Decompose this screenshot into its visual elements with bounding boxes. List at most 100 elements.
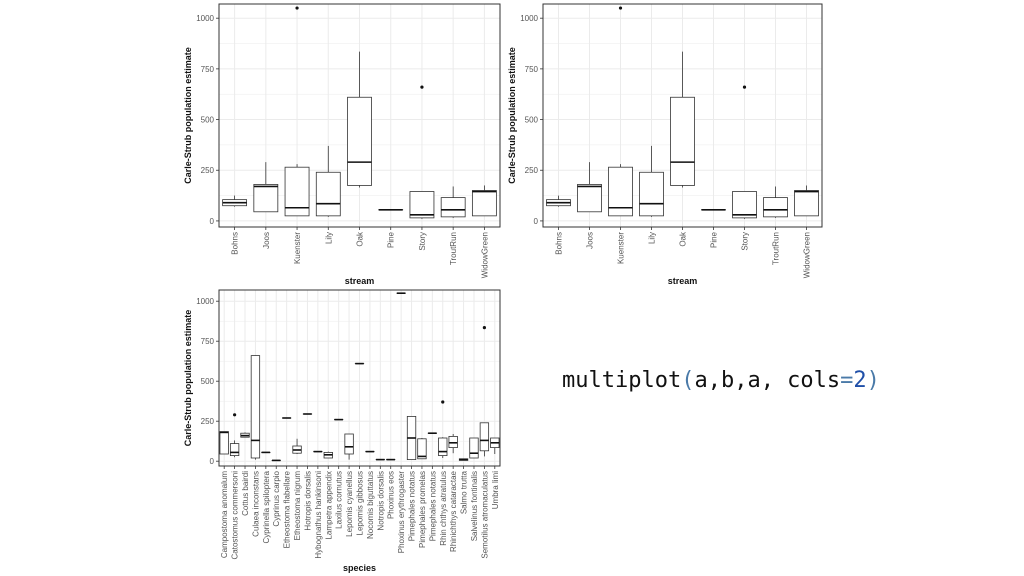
- x-tick-label: Cottus bairdi: [241, 471, 250, 516]
- x-tick-label: TroutRun: [772, 232, 781, 265]
- box-iqr: [608, 166, 633, 217]
- box-etheostoma-nigrum: [292, 438, 302, 454]
- x-tick-label: Lily: [324, 232, 333, 244]
- x-tick-label: Pimephales notatus: [408, 471, 417, 541]
- box-bohns: [222, 195, 248, 207]
- y-axis-label: Carle-Strub population estimate: [507, 47, 517, 184]
- outlier-point: [295, 6, 299, 10]
- x-tick-label: Campostoma anomalum: [220, 471, 229, 558]
- box-catostomus-commersoni: [229, 413, 240, 458]
- x-axis-label: stream: [345, 276, 375, 286]
- code-close-paren: ): [866, 368, 880, 393]
- box-iqr: [219, 431, 229, 455]
- box-troutrun: [440, 186, 466, 218]
- box-pimephales-notatus: [406, 415, 417, 460]
- x-tick-label: Pine: [387, 231, 396, 248]
- boxplot-chart-2: 0 250 500 750 1000 Bohns Joos Kuenster Lily Oak Pi…: [507, 3, 823, 286]
- y-tick-label: 1000: [520, 14, 538, 23]
- panel-border: [218, 289, 501, 467]
- box-joos: [577, 162, 602, 213]
- y-tick-label: 750: [201, 337, 215, 346]
- box-iqr: [440, 197, 466, 218]
- x-tick-label: Pimephales notatus: [428, 471, 437, 541]
- y-tick-label: 250: [201, 417, 215, 426]
- outlier-point: [618, 6, 623, 10]
- x-tick-label: Lepomis cyanellus: [345, 471, 354, 537]
- x-tick-label: Bohns: [555, 232, 564, 255]
- x-tick-label: Lepomis gibbosus: [356, 471, 365, 535]
- box-bohns: [546, 195, 571, 207]
- x-tick-label: Etheostoma flabellare: [283, 470, 292, 548]
- x-tick-label: Lily: [648, 232, 657, 244]
- box-lily: [639, 145, 664, 217]
- box-iqr: [763, 197, 788, 218]
- box-umbra-limi: [490, 437, 500, 454]
- x-tick-label: Story: [418, 232, 427, 251]
- box-campostoma-anomalum: [219, 431, 229, 455]
- x-tick-label: Joos: [262, 232, 271, 249]
- y-tick-label: 500: [525, 116, 539, 125]
- x-tick-label: Rhin chthys atratulus: [439, 471, 448, 546]
- x-tick-label: Nocomis biguttatus: [366, 471, 375, 539]
- x-tick-label: WidowGreen: [480, 232, 489, 278]
- y-tick-label: 750: [525, 65, 539, 74]
- box-rhin-chthys-atratulus: [438, 400, 448, 458]
- box-kuenster: [608, 6, 633, 217]
- x-tick-label: Oak: [679, 231, 688, 247]
- x-tick-label: Salmo trutta: [460, 470, 469, 514]
- box-lily: [315, 145, 341, 217]
- x-tick-label: Story: [741, 232, 750, 251]
- box-iqr: [479, 422, 490, 452]
- code-arguments: a,b,a, cols: [694, 368, 841, 393]
- box-iqr: [253, 184, 279, 213]
- x-tick-label: Lampetra appendix: [324, 471, 333, 540]
- x-tick-label: Salvelinus fontinalis: [470, 471, 479, 541]
- y-tick-label: 750: [201, 65, 215, 74]
- box-iqr: [670, 96, 695, 186]
- box-salvelinus-fontinalis: [469, 437, 479, 459]
- y-tick-label: 1000: [196, 297, 214, 306]
- x-tick-label: Semotilus atromaculatus: [480, 471, 489, 559]
- y-tick-label: 0: [210, 457, 215, 466]
- x-axis-label: species: [343, 563, 376, 573]
- y-tick-label: 500: [201, 377, 215, 386]
- outlier-point: [420, 85, 424, 89]
- boxplot-chart-1: 0 250 500 750 1000 Bohns Joos Kuenster Lily Oak Pi…: [183, 3, 501, 286]
- box-iqr: [315, 171, 341, 217]
- box-iqr: [284, 166, 310, 217]
- box-iqr: [409, 191, 435, 219]
- y-axis-label: Carle-Strub population estimate: [183, 310, 193, 447]
- x-tick-label: Cyprinus carpio: [272, 470, 281, 526]
- panel-border: [542, 3, 823, 228]
- x-tick-label: Hotropis dorsalis: [303, 471, 312, 531]
- box-iqr: [469, 437, 479, 459]
- y-tick-label: 1000: [196, 14, 214, 23]
- box-rhinichthys-cataractae: [448, 434, 458, 454]
- x-axis-label: stream: [668, 276, 698, 286]
- x-tick-label: Phoxinus erythrogaster: [397, 471, 406, 554]
- code-multiplot-call: multiplot(a,b,a, cols=2): [562, 368, 880, 393]
- x-tick-label: Cyprinella spiloptera: [262, 470, 271, 543]
- x-tick-label: Phoxinus eos: [387, 471, 396, 519]
- x-tick-label: Culaea inconstans: [251, 471, 260, 537]
- box-kuenster: [284, 6, 310, 217]
- y-tick-label: 0: [210, 217, 215, 226]
- box-iqr: [229, 443, 240, 457]
- outlier-point: [482, 326, 486, 330]
- panel-border: [218, 3, 501, 228]
- box-troutrun: [763, 186, 788, 218]
- box-oak: [670, 51, 695, 188]
- y-tick-label: 0: [534, 217, 539, 226]
- outlier-point: [742, 85, 747, 89]
- x-tick-label: Bohns: [231, 232, 240, 255]
- y-tick-label: 250: [525, 166, 539, 175]
- y-tick-label: 250: [201, 166, 215, 175]
- code-number: 2: [853, 368, 867, 393]
- x-tick-label: WidowGreen: [803, 232, 812, 278]
- box-salmo-trutta: [458, 458, 469, 461]
- x-tick-label: Umbra limi: [491, 471, 500, 509]
- box-story: [732, 85, 757, 219]
- box-iqr: [417, 438, 427, 460]
- x-tick-label: Pimephales promelas: [418, 471, 427, 548]
